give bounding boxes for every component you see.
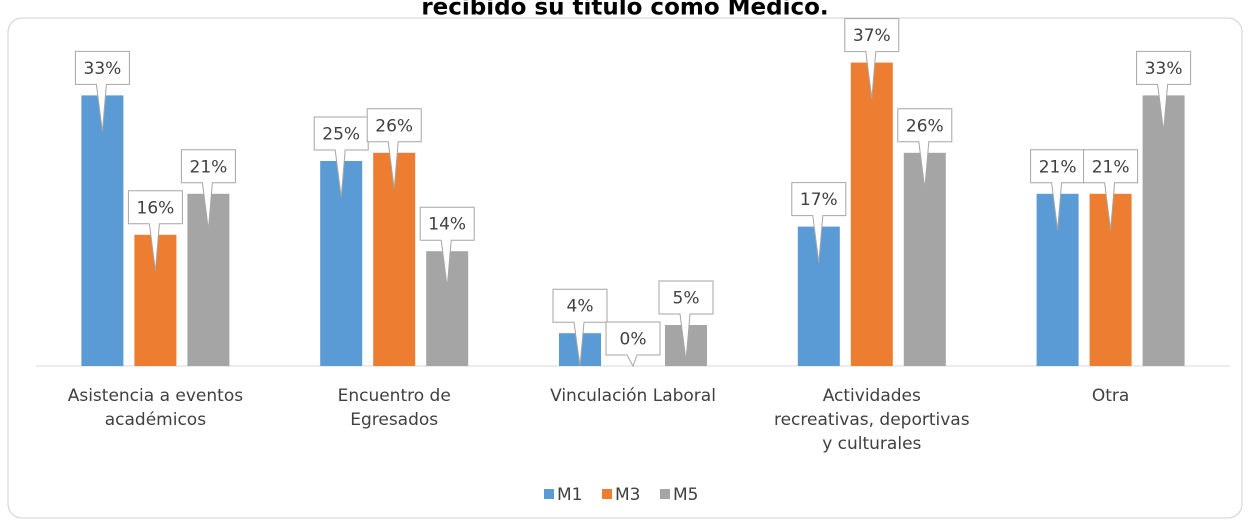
data-label: 21% bbox=[1039, 157, 1077, 177]
legend-swatch bbox=[660, 489, 670, 499]
data-label-callout bbox=[419, 206, 475, 288]
x-tick-label: y culturales bbox=[822, 434, 921, 454]
x-tick-label: Asistencia a eventos bbox=[68, 386, 243, 406]
legend-label: M5 bbox=[673, 485, 698, 505]
data-label-callout bbox=[844, 18, 900, 99]
data-label: 17% bbox=[800, 190, 838, 210]
x-tick-label: Actividades bbox=[823, 386, 921, 406]
data-label: 14% bbox=[428, 215, 466, 235]
bar bbox=[81, 95, 124, 367]
data-label: 37% bbox=[853, 26, 891, 46]
x-tick-label: Encuentro de bbox=[338, 386, 451, 406]
data-label: 0% bbox=[620, 330, 647, 350]
data-label-callout bbox=[658, 280, 714, 362]
data-label-callout bbox=[127, 190, 183, 271]
bar bbox=[850, 62, 893, 366]
data-label: 21% bbox=[1092, 157, 1130, 177]
data-label: 26% bbox=[906, 116, 944, 136]
bar bbox=[1142, 95, 1185, 367]
data-label-callout bbox=[897, 108, 953, 189]
x-tick-label: Egresados bbox=[350, 410, 438, 430]
data-label: 21% bbox=[190, 157, 228, 177]
data-label-callout bbox=[1083, 149, 1139, 230]
data-label: 33% bbox=[84, 59, 122, 79]
data-label: 4% bbox=[567, 297, 594, 317]
data-label: 25% bbox=[322, 125, 360, 145]
data-label-callout bbox=[366, 108, 422, 189]
data-label-callout bbox=[605, 321, 661, 368]
x-tick-label: recreativas, deportivas bbox=[774, 410, 970, 430]
data-label-callout bbox=[1136, 50, 1192, 132]
data-label: 26% bbox=[375, 116, 413, 136]
x-tick-label: Otra bbox=[1092, 386, 1129, 406]
x-tick-label: Vinculación Laboral bbox=[550, 386, 716, 406]
legend-label: M1 bbox=[557, 485, 582, 505]
data-label-callout bbox=[180, 149, 236, 230]
legend-swatch bbox=[544, 489, 554, 499]
data-label: 16% bbox=[137, 198, 175, 218]
data-label: 33% bbox=[1145, 59, 1183, 79]
legend-label: M3 bbox=[615, 485, 640, 505]
data-label-callout bbox=[791, 182, 847, 263]
x-tick-label: académicos bbox=[105, 410, 206, 430]
data-label-callout bbox=[74, 50, 130, 132]
data-label-callout bbox=[552, 288, 608, 367]
data-label: 5% bbox=[673, 289, 700, 309]
chart-title: recibido su título como Médico. bbox=[421, 0, 828, 21]
legend-swatch bbox=[602, 489, 612, 499]
